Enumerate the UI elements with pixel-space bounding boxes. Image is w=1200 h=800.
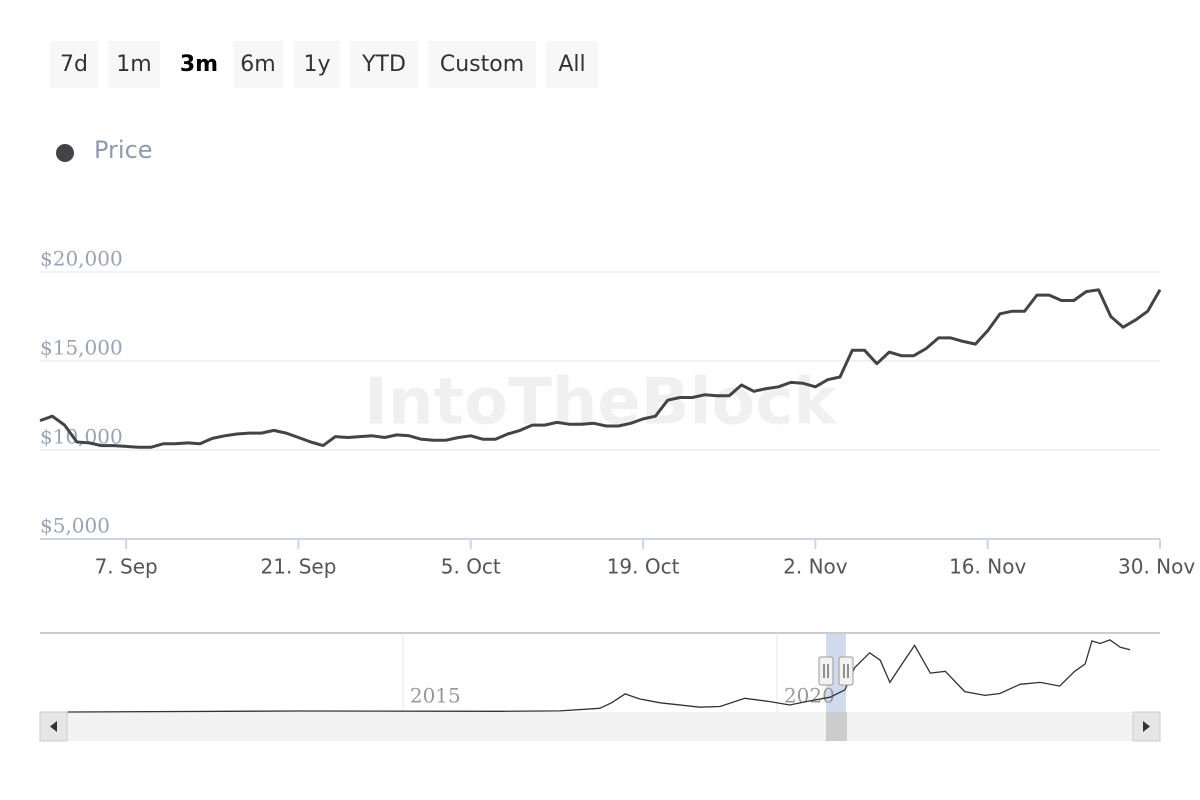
navigator-label: 2015 — [410, 684, 461, 708]
navigator-line — [67, 639, 1131, 713]
x-tick-label: 19. Oct — [607, 555, 680, 579]
arrow-right — [1143, 721, 1150, 732]
price-line — [39, 288, 1162, 449]
arrow-left — [50, 721, 57, 732]
scroll-thumb[interactable] — [826, 712, 847, 741]
scrollbar[interactable] — [40, 712, 1160, 741]
y-tick-label: $20,000 — [40, 247, 123, 271]
x-tick-label: 5. Oct — [441, 555, 501, 579]
x-tick-label: 16. Nov — [949, 555, 1026, 579]
range-button[interactable]: 7d — [50, 41, 98, 88]
x-tick-label: 21. Sep — [261, 555, 337, 579]
navigator-handle[interactable] — [838, 656, 854, 686]
range-button[interactable]: 6m — [233, 41, 283, 88]
y-tick-label: $15,000 — [40, 336, 123, 360]
range-button[interactable]: All — [546, 41, 598, 88]
range-button[interactable]: 1y — [294, 41, 340, 88]
navigator-handle[interactable] — [818, 656, 834, 686]
legend-marker — [56, 144, 74, 162]
y-tick-label: $5,000 — [40, 514, 110, 538]
navigator-label: 2020 — [784, 684, 835, 708]
legend-label: Price — [94, 136, 153, 164]
watermark: IntoTheBlock — [364, 366, 837, 440]
range-button[interactable]: 3m — [170, 41, 228, 88]
x-tick-label: 30. Nov — [1118, 555, 1195, 579]
range-button[interactable]: YTD — [350, 41, 418, 88]
range-button[interactable]: Custom — [428, 41, 536, 88]
x-tick-label: 2. Nov — [783, 555, 848, 579]
range-button[interactable]: 1m — [108, 41, 160, 88]
x-tick-label: 7. Sep — [95, 555, 158, 579]
